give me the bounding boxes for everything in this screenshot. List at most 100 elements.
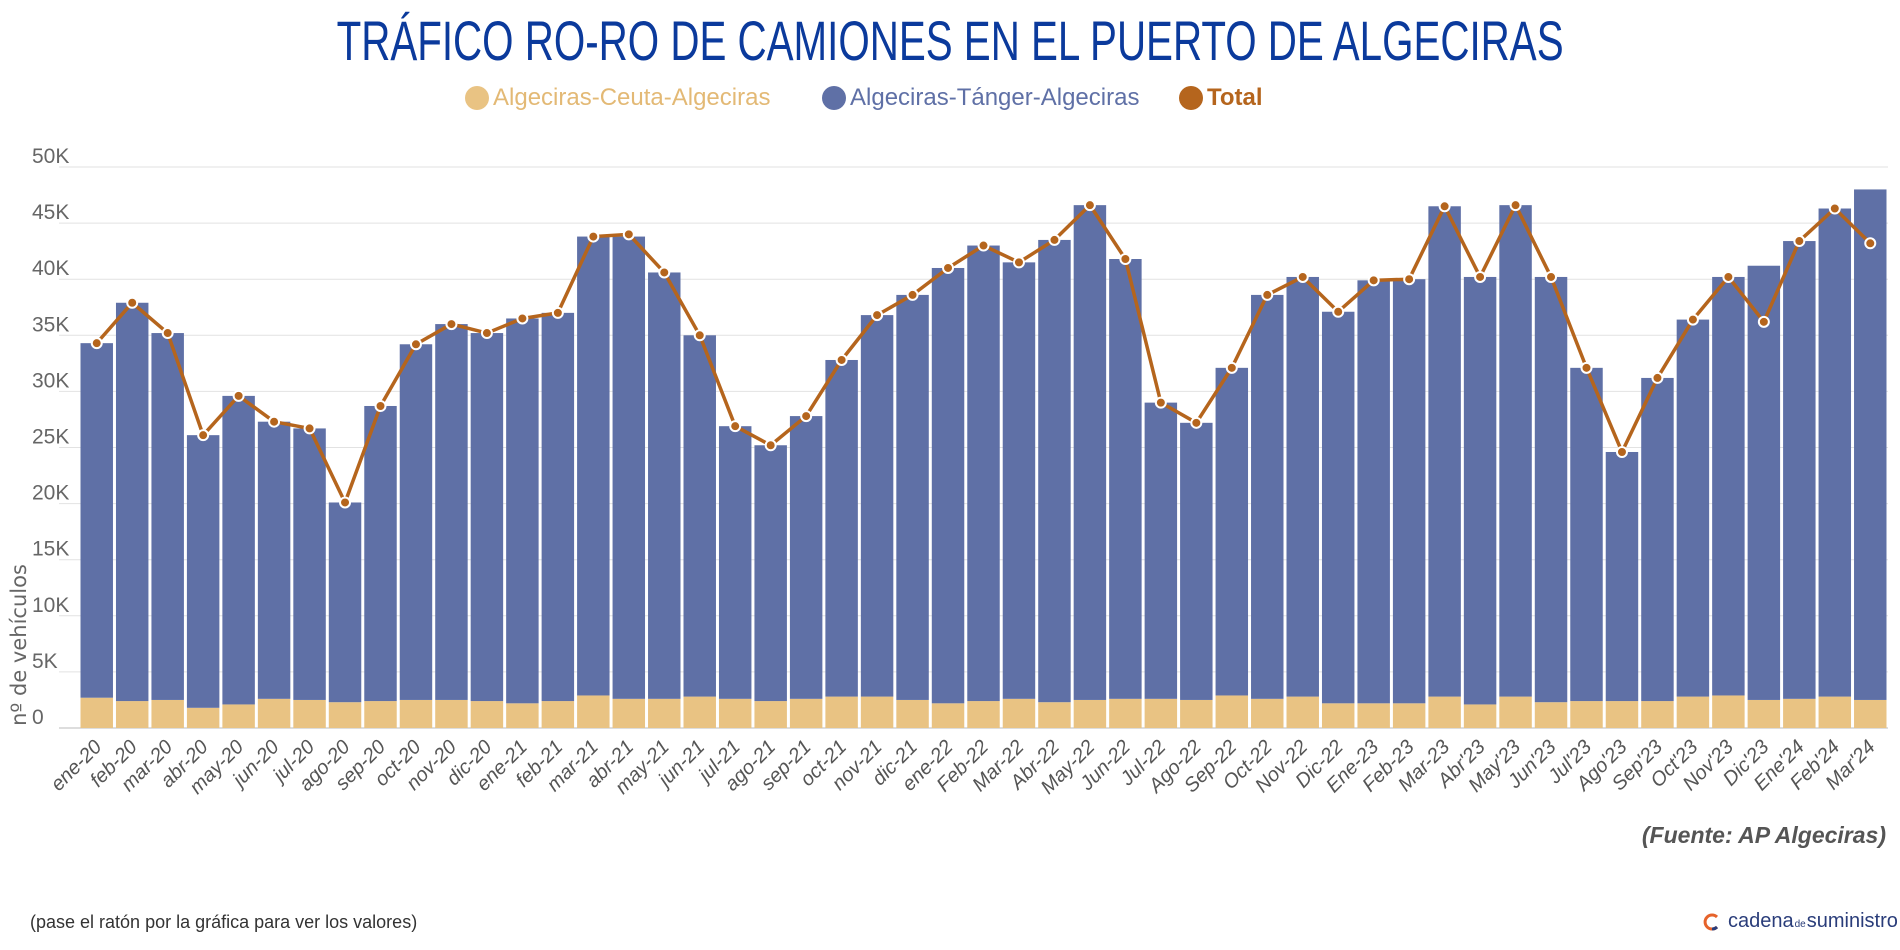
- bar-tanger: [435, 324, 468, 700]
- bar-tanger: [1392, 279, 1426, 704]
- legend-item-total[interactable]: Total: [1179, 84, 1263, 112]
- total-point: [729, 420, 742, 433]
- bar-ceuta: [293, 699, 326, 728]
- bar-tanger: [364, 405, 397, 702]
- bar-ceuta: [1712, 695, 1745, 728]
- bar-ceuta: [1605, 701, 1639, 728]
- bar-tanger: [1144, 402, 1178, 699]
- bar-tanger: [470, 333, 504, 702]
- total-point: [516, 312, 529, 325]
- total-point: [551, 306, 564, 319]
- bar-tanger: [1073, 205, 1107, 700]
- y-tick-label: 45K: [32, 201, 69, 224]
- bar-ceuta: [186, 707, 220, 728]
- total-point: [409, 338, 422, 351]
- source-text: (Fuente: AP Algeciras): [1641, 822, 1886, 848]
- y-tick-label: 15K: [32, 538, 69, 561]
- total-point: [480, 327, 493, 340]
- chart-title: TRÁFICO RO-RO DE CAMIONES EN EL PUERTO D…: [336, 9, 1564, 72]
- bar-ceuta: [825, 696, 858, 728]
- bar-ceuta: [506, 703, 539, 728]
- y-tick-label: 25K: [32, 426, 69, 449]
- bar-tanger: [1109, 259, 1142, 699]
- bar-ceuta: [1286, 696, 1319, 728]
- bar-tanger: [1499, 205, 1532, 697]
- total-point: [871, 309, 884, 322]
- bar-ceuta: [1428, 696, 1461, 728]
- bar-ceuta: [896, 699, 929, 728]
- total-point: [800, 410, 813, 423]
- bar-ceuta: [1180, 699, 1213, 728]
- total-point: [339, 496, 352, 509]
- bar-ceuta: [683, 696, 716, 728]
- bar-ceuta: [1818, 696, 1852, 728]
- bar-ceuta: [1109, 698, 1142, 728]
- logo-swirl-icon: [1703, 913, 1719, 930]
- cadena-de-suministro-logo[interactable]: cadena de suministro: [1702, 910, 1898, 933]
- y-tick-label: 40K: [32, 257, 69, 280]
- bar-tanger: [896, 294, 929, 700]
- total-point: [126, 296, 139, 309]
- total-point: [942, 261, 955, 274]
- bar-ceuta: [648, 698, 681, 728]
- bar-tanger: [1676, 319, 1710, 697]
- total-point: [1154, 396, 1167, 409]
- bar-ceuta: [1038, 702, 1071, 728]
- total-point: [1757, 315, 1770, 328]
- bar-tanger: [1215, 367, 1249, 696]
- bar-ceuta: [222, 704, 255, 728]
- bar-tanger: [151, 333, 184, 700]
- bar-ceuta: [151, 699, 184, 728]
- y-tick-label: 5K: [32, 650, 58, 673]
- bar-tanger: [1321, 311, 1355, 704]
- y-tick-label: 0: [32, 706, 44, 729]
- total-point: [1864, 237, 1877, 250]
- y-tick-label: 50K: [32, 145, 69, 168]
- bar-ceuta: [1570, 701, 1603, 728]
- bar-tanger: [1286, 276, 1319, 697]
- legend-item-ceuta[interactable]: Algeciras-Ceuta-Algeciras: [465, 84, 770, 112]
- total-point: [1190, 416, 1203, 429]
- total-point: [1615, 445, 1628, 458]
- bar-tanger: [1712, 276, 1745, 696]
- total-point: [232, 389, 245, 402]
- total-point: [1119, 253, 1132, 266]
- bar-ceuta: [1747, 699, 1781, 728]
- bar-tanger: [541, 312, 575, 702]
- bar-ceuta: [1002, 698, 1036, 728]
- total-point: [197, 429, 210, 442]
- total-point: [1545, 270, 1558, 283]
- legend-item-tanger[interactable]: Algeciras-Tánger-Algeciras: [822, 84, 1139, 112]
- total-point: [977, 239, 990, 252]
- total-point: [1367, 274, 1380, 287]
- bar-tanger: [1818, 208, 1852, 697]
- bar-ceuta: [115, 701, 149, 728]
- bar-ceuta: [1144, 698, 1178, 728]
- bar-ceuta: [754, 701, 787, 728]
- bar-ceuta: [1215, 695, 1249, 728]
- bar-tanger: [612, 236, 646, 699]
- bar-tanger: [80, 343, 113, 698]
- y-tick-label: 20K: [32, 482, 69, 505]
- bar-tanger: [1428, 206, 1461, 697]
- bar-tanger: [115, 302, 149, 702]
- bar-ceuta: [435, 699, 468, 728]
- total-point: [622, 228, 635, 241]
- bar-ceuta: [789, 698, 823, 728]
- bar-tanger: [1783, 241, 1816, 699]
- total-point: [1403, 273, 1416, 286]
- legend-total-dot-icon: [1179, 86, 1203, 110]
- total-point: [1580, 361, 1593, 374]
- total-point: [268, 415, 281, 428]
- bar-ceuta: [1357, 703, 1390, 728]
- bar-tanger: [718, 426, 752, 699]
- bar-tanger: [1463, 276, 1497, 705]
- legend-total-label: Total: [1207, 84, 1263, 111]
- y-tick-label: 10K: [32, 594, 69, 617]
- bar-tanger: [860, 315, 894, 697]
- total-point: [1474, 270, 1487, 283]
- total-point: [303, 422, 316, 435]
- bar-ceuta: [577, 695, 610, 728]
- legend-tanger-label: Algeciras-Tánger-Algeciras: [850, 84, 1140, 111]
